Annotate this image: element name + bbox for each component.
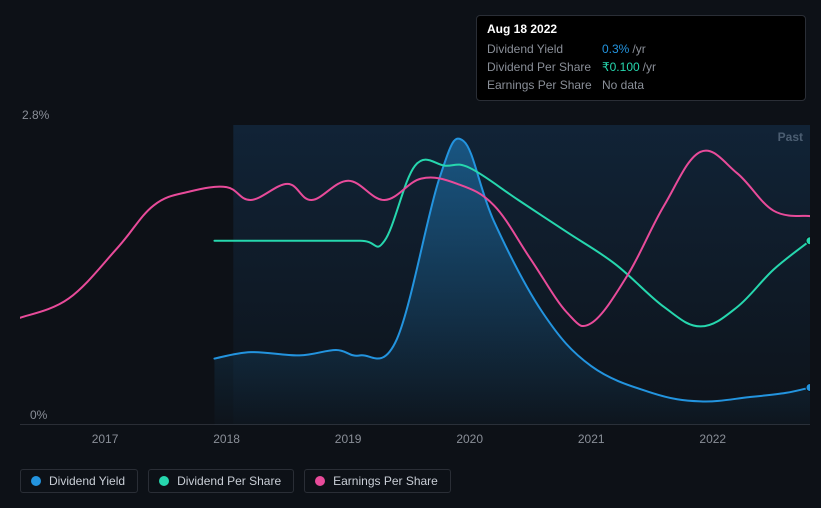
tooltip-label: Dividend Yield — [487, 42, 602, 56]
x-axis-year-label: 2017 — [92, 432, 119, 446]
tooltip-row: Earnings Per Share No data — [487, 76, 795, 94]
legend-label: Dividend Per Share — [177, 474, 281, 488]
x-axis-labels: 2017 2018 2019 2020 2021 2022 — [20, 432, 810, 452]
tooltip-value-nodata: No data — [602, 78, 644, 92]
tooltip-row: Dividend Yield 0.3%/yr — [487, 40, 795, 58]
legend-item-earnings-per-share[interactable]: Earnings Per Share — [304, 469, 451, 493]
legend-dot-icon — [31, 476, 41, 486]
x-axis-year-label: 2021 — [578, 432, 605, 446]
tooltip-value-main: ₹0.100 — [602, 60, 640, 74]
dividend-chart-wrapper: Aug 18 2022 Dividend Yield 0.3%/yr Divid… — [0, 0, 821, 508]
legend-item-dividend-yield[interactable]: Dividend Yield — [20, 469, 138, 493]
chart-svg — [20, 125, 810, 425]
x-axis-year-label: 2022 — [699, 432, 726, 446]
x-axis-year-label: 2018 — [213, 432, 240, 446]
legend-label: Earnings Per Share — [333, 474, 438, 488]
tooltip-label: Earnings Per Share — [487, 78, 602, 92]
tooltip-date: Aug 18 2022 — [487, 22, 795, 36]
legend-dot-icon — [315, 476, 325, 486]
tooltip-value: No data — [602, 78, 795, 92]
legend-label: Dividend Yield — [49, 474, 125, 488]
legend-dot-icon — [159, 476, 169, 486]
legend-item-dividend-per-share[interactable]: Dividend Per Share — [148, 469, 294, 493]
tooltip-value: ₹0.100/yr — [602, 60, 795, 74]
x-axis-year-label: 2019 — [335, 432, 362, 446]
tooltip-label: Dividend Per Share — [487, 60, 602, 74]
y-axis-max-label: 2.8% — [22, 108, 49, 122]
tooltip-value: 0.3%/yr — [602, 42, 795, 56]
tooltip-row: Dividend Per Share ₹0.100/yr — [487, 58, 795, 76]
tooltip-value-unit: /yr — [632, 42, 645, 56]
tooltip-value-unit: /yr — [643, 60, 656, 74]
x-axis-year-label: 2020 — [456, 432, 483, 446]
tooltip-value-main: 0.3% — [602, 42, 629, 56]
chart-legend: Dividend Yield Dividend Per Share Earnin… — [20, 469, 451, 493]
chart-plot-area[interactable] — [20, 125, 810, 425]
chart-tooltip: Aug 18 2022 Dividend Yield 0.3%/yr Divid… — [476, 15, 806, 101]
